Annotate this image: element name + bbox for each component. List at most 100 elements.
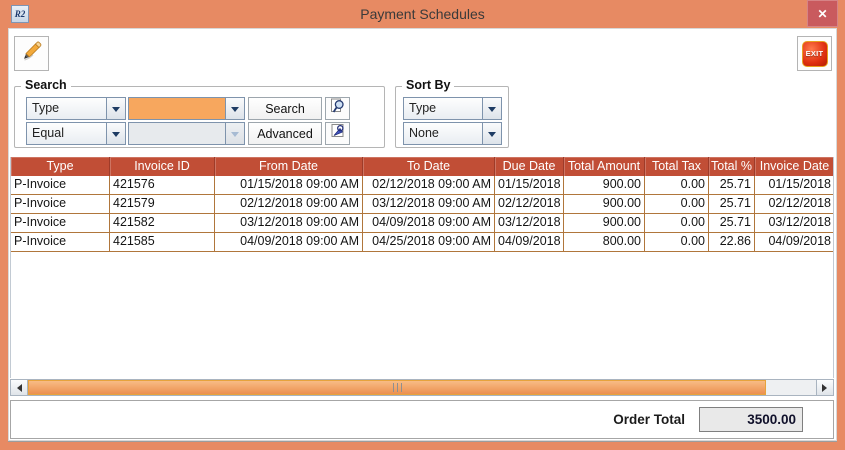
table-cell[interactable]: 02/12/2018 09:00 AM: [215, 195, 363, 214]
search-legend: Search: [21, 78, 71, 92]
column-header-invoice-date[interactable]: Invoice Date: [755, 157, 833, 176]
exit-icon: EXIT: [801, 40, 828, 67]
table-cell[interactable]: 900.00: [564, 176, 645, 195]
table-cell[interactable]: 01/15/2018: [495, 176, 564, 195]
scrollbar-track[interactable]: [766, 380, 816, 395]
table-header-row: Type Invoice ID From Date To Date Due Date To…: [11, 157, 833, 176]
order-total-label: Order Total: [613, 412, 685, 427]
scroll-left-button[interactable]: [11, 380, 28, 395]
table-cell[interactable]: 04/09/2018 09:00 AM: [215, 233, 363, 252]
table-body: P-Invoice 421576 01/15/2018 09:00 AM 02/12/…: [11, 176, 833, 252]
column-header-total-amount[interactable]: Total Amount: [564, 157, 645, 176]
table-cell[interactable]: 04/09/2018 09:00 AM: [363, 214, 495, 233]
scrollbar-thumb[interactable]: [28, 380, 766, 395]
table-cell[interactable]: 01/15/2018: [755, 176, 833, 195]
title-bar: R2 Payment Schedules ✕: [0, 0, 845, 28]
search-field-value: Type: [32, 101, 60, 115]
table-cell[interactable]: 421576: [110, 176, 215, 195]
table-cell[interactable]: 22.86: [709, 233, 755, 252]
magnifier-document-icon: [330, 98, 346, 119]
app-logo-icon: R2: [11, 5, 29, 23]
find-button[interactable]: [325, 97, 350, 120]
table-cell[interactable]: 04/25/2018 09:00 AM: [363, 233, 495, 252]
table-cell[interactable]: P-Invoice: [11, 214, 110, 233]
close-button[interactable]: ✕: [807, 0, 838, 27]
chevron-down-icon[interactable]: [482, 98, 501, 119]
table-row[interactable]: P-Invoice 421579 02/12/2018 09:00 AM 03/12/…: [11, 195, 833, 214]
table-cell[interactable]: 421582: [110, 214, 215, 233]
table-row[interactable]: P-Invoice 421582 03/12/2018 09:00 AM 04/09/…: [11, 214, 833, 233]
content-area: EXIT Search Type Search: [8, 28, 837, 442]
table-cell[interactable]: 900.00: [564, 214, 645, 233]
sort-primary-combobox[interactable]: Type: [403, 97, 502, 120]
table-cell[interactable]: 25.71: [709, 176, 755, 195]
table-cell[interactable]: 02/12/2018: [755, 195, 833, 214]
search-groupbox: Search Type Search: [14, 78, 385, 148]
table-cell[interactable]: 0.00: [645, 233, 709, 252]
advanced-find-button[interactable]: [325, 122, 350, 145]
table-cell[interactable]: P-Invoice: [11, 233, 110, 252]
horizontal-scrollbar[interactable]: [10, 379, 834, 396]
column-header-to-date[interactable]: To Date: [363, 157, 495, 176]
search-value-input[interactable]: [129, 98, 225, 119]
search-button[interactable]: Search: [248, 97, 322, 120]
table-cell[interactable]: 25.71: [709, 195, 755, 214]
column-header-invoice-id[interactable]: Invoice ID: [110, 157, 215, 176]
advanced-search-icon: [330, 123, 346, 144]
arrow-right-icon: [822, 383, 831, 392]
table-cell[interactable]: P-Invoice: [11, 176, 110, 195]
table-cell[interactable]: 421579: [110, 195, 215, 214]
search-button-label: Search: [265, 101, 305, 116]
exit-button[interactable]: EXIT: [797, 36, 832, 71]
table-cell[interactable]: 02/12/2018 09:00 AM: [363, 176, 495, 195]
table-cell[interactable]: 900.00: [564, 195, 645, 214]
order-total-field: 3500.00: [699, 407, 803, 432]
search-field-combobox[interactable]: Type: [26, 97, 126, 120]
column-header-total-[interactable]: Total %: [709, 157, 755, 176]
table-cell[interactable]: 03/12/2018 09:00 AM: [215, 214, 363, 233]
chevron-down-icon: [225, 123, 244, 144]
column-header-due-date[interactable]: Due Date: [495, 157, 564, 176]
table-cell[interactable]: 02/12/2018: [495, 195, 564, 214]
advanced-button[interactable]: Advanced: [248, 122, 322, 145]
table-cell[interactable]: 0.00: [645, 176, 709, 195]
pencil-icon: [20, 39, 44, 68]
table-cell[interactable]: 421585: [110, 233, 215, 252]
close-icon: ✕: [817, 6, 828, 21]
table-cell[interactable]: 03/12/2018: [495, 214, 564, 233]
chevron-down-icon[interactable]: [225, 98, 244, 119]
table-row[interactable]: P-Invoice 421576 01/15/2018 09:00 AM 02/12/…: [11, 176, 833, 195]
window-title: Payment Schedules: [360, 6, 485, 22]
chevron-down-icon[interactable]: [106, 123, 125, 144]
search-secondary-value-input: [129, 123, 225, 144]
table-row[interactable]: P-Invoice 421585 04/09/2018 09:00 AM 04/25/…: [11, 233, 833, 252]
advanced-button-label: Advanced: [257, 126, 313, 141]
edit-button[interactable]: [14, 36, 49, 71]
column-header-type[interactable]: Type: [11, 157, 110, 176]
payment-schedule-table: Type Invoice ID From Date To Date Due Date To…: [10, 157, 834, 378]
search-value-field[interactable]: [128, 97, 245, 120]
table-cell[interactable]: 800.00: [564, 233, 645, 252]
column-header-total-tax[interactable]: Total Tax: [645, 157, 709, 176]
table-cell[interactable]: 0.00: [645, 214, 709, 233]
table-cell[interactable]: 04/09/2018: [495, 233, 564, 252]
search-operator-combobox[interactable]: Equal: [26, 122, 126, 145]
chevron-down-icon[interactable]: [482, 123, 501, 144]
table-cell[interactable]: 01/15/2018 09:00 AM: [215, 176, 363, 195]
column-header-from-date[interactable]: From Date: [215, 157, 363, 176]
table-cell[interactable]: P-Invoice: [11, 195, 110, 214]
search-secondary-value-field: [128, 122, 245, 145]
sort-primary-value: Type: [409, 101, 437, 115]
sort-secondary-combobox[interactable]: None: [403, 122, 502, 145]
sort-secondary-value: None: [409, 126, 439, 140]
search-operator-value: Equal: [32, 126, 64, 140]
table-cell[interactable]: 25.71: [709, 214, 755, 233]
scroll-right-button[interactable]: [816, 380, 833, 395]
chevron-down-icon[interactable]: [106, 98, 125, 119]
table-cell[interactable]: 03/12/2018 09:00 AM: [363, 195, 495, 214]
scrollbar-grip-icon: [392, 383, 402, 392]
table-cell[interactable]: 03/12/2018: [755, 214, 833, 233]
table-cell[interactable]: 04/09/2018: [755, 233, 833, 252]
table-cell[interactable]: 0.00: [645, 195, 709, 214]
